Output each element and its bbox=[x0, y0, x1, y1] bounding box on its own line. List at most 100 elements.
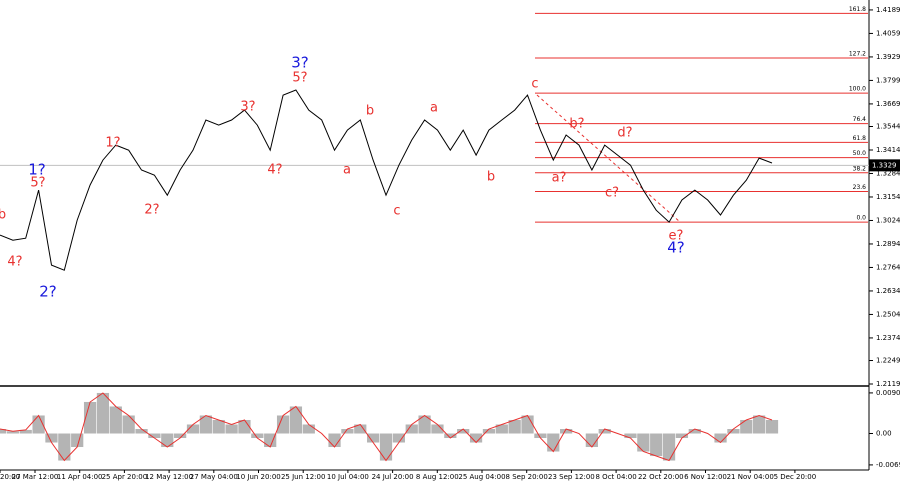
histogram-bar bbox=[495, 424, 508, 434]
wave-label: 5? bbox=[292, 71, 307, 86]
histogram-bar bbox=[212, 419, 225, 434]
x-tick-label: 5 Dec 20:00 bbox=[774, 473, 817, 481]
y-tick-label: 1.2894 bbox=[876, 240, 900, 248]
fib-label: 76.4 bbox=[853, 116, 867, 123]
histogram-bar bbox=[508, 419, 521, 434]
x-tick-label: 11 Apr 04:00 bbox=[57, 473, 103, 481]
y-tick-label: 1.3669 bbox=[876, 100, 900, 108]
y-tick-label: 1.3414 bbox=[876, 146, 900, 154]
histogram-bar bbox=[675, 433, 689, 439]
histogram-bar bbox=[714, 433, 727, 443]
wave-label: d? bbox=[617, 126, 632, 141]
y-tick-label: 1.3024 bbox=[876, 216, 900, 224]
y-tick-label: 1.4059 bbox=[876, 29, 900, 37]
histogram-bar bbox=[765, 419, 779, 434]
histogram-bar bbox=[19, 429, 32, 434]
y-tick-label: 1.3929 bbox=[876, 53, 900, 61]
histogram-bar bbox=[174, 433, 187, 439]
fib-label: 161.8 bbox=[849, 6, 866, 13]
wave-label: a bbox=[343, 163, 351, 178]
y-tick-label: 0.00901 bbox=[876, 389, 900, 397]
histogram-bar bbox=[444, 433, 457, 439]
fib-label: 0.0 bbox=[856, 215, 866, 222]
fib-label: 100.0 bbox=[849, 86, 866, 93]
wave-label: b bbox=[0, 208, 6, 223]
histogram-bar bbox=[71, 433, 84, 448]
y-tick-label: 1.2119 bbox=[876, 380, 900, 388]
x-tick-label: 25 Aug 04:00 bbox=[458, 473, 505, 481]
wave-label: 5? bbox=[30, 176, 45, 191]
x-tick-label: 21 Nov 04:00 bbox=[727, 473, 774, 481]
fib-label: 61.8 bbox=[853, 135, 867, 142]
histogram-bar bbox=[392, 433, 405, 443]
histogram-bar bbox=[457, 429, 470, 434]
y-tick-label: 1.3799 bbox=[876, 76, 900, 84]
histogram-bar bbox=[431, 424, 444, 434]
last-price-label: 1.3329 bbox=[872, 161, 897, 169]
histogram-bar bbox=[637, 433, 650, 452]
histogram-bar bbox=[688, 429, 701, 434]
histogram-bar bbox=[83, 401, 97, 434]
histogram-bar bbox=[740, 419, 753, 434]
fib-label: 50.0 bbox=[853, 150, 867, 157]
histogram-bar bbox=[276, 415, 290, 434]
histogram-bar bbox=[367, 433, 380, 443]
histogram-bar bbox=[0, 429, 7, 434]
wave-label: 4? bbox=[7, 255, 22, 270]
histogram-bar bbox=[469, 433, 483, 443]
x-tick-label: 6 Nov 12:00 bbox=[684, 473, 727, 481]
wave-label: 4? bbox=[267, 163, 282, 178]
histogram-bar bbox=[58, 433, 71, 461]
histogram-bar bbox=[238, 419, 251, 434]
x-tick-label: 8 Aug 12:00 bbox=[416, 473, 459, 481]
y-tick-label: 1.3284 bbox=[876, 169, 900, 177]
histogram-bar bbox=[547, 433, 560, 452]
histogram-bar bbox=[534, 433, 547, 439]
x-tick-label: 25 Apr 20:00 bbox=[102, 473, 148, 481]
histogram-bar bbox=[96, 392, 110, 434]
histogram-bar bbox=[598, 429, 611, 434]
wave-label: c bbox=[531, 77, 538, 92]
histogram-bar bbox=[251, 433, 264, 439]
wave-label: 2? bbox=[39, 283, 57, 301]
wave-label: e? bbox=[669, 229, 684, 244]
x-tick-label: 20:00 bbox=[0, 473, 20, 481]
histogram-bar bbox=[199, 415, 212, 434]
y-tick-label: 1.3154 bbox=[876, 193, 900, 201]
histogram-bar bbox=[624, 433, 637, 439]
y-tick-label: 1.2374 bbox=[876, 334, 900, 342]
x-tick-label: 27 May 04:00 bbox=[190, 473, 238, 481]
histogram-bar bbox=[122, 415, 135, 434]
wave-label: 3? bbox=[291, 54, 309, 72]
histogram-bar bbox=[753, 415, 766, 434]
signal-line bbox=[0, 392, 773, 462]
histogram-bar bbox=[135, 429, 148, 434]
fib-label: 127.2 bbox=[849, 51, 866, 58]
wave-label: b bbox=[487, 170, 495, 185]
x-tick-label: 23 Sep 12:00 bbox=[548, 473, 595, 481]
x-tick-label: 22 Oct 20:00 bbox=[638, 473, 684, 481]
x-tick-label: 10 Jul 04:00 bbox=[327, 473, 369, 481]
wave-label: 4? bbox=[667, 239, 685, 257]
histogram-bar bbox=[379, 433, 393, 461]
x-tick-label: 24 Jul 20:00 bbox=[372, 473, 414, 481]
fib-label: 23.6 bbox=[853, 184, 867, 191]
histogram-bar bbox=[32, 415, 45, 434]
histogram-bar bbox=[6, 431, 19, 434]
histogram-bar bbox=[148, 433, 161, 439]
y-tick-label: 1.2504 bbox=[876, 310, 900, 318]
histogram-bar bbox=[264, 433, 277, 448]
histogram-bar bbox=[225, 424, 238, 434]
wave-label: c bbox=[393, 204, 400, 219]
wave-label: 1? bbox=[105, 136, 120, 151]
x-tick-label: 10 Jun 20:00 bbox=[236, 473, 280, 481]
fib-label: 38.2 bbox=[853, 165, 867, 172]
y-tick-label: -0.00697 bbox=[876, 461, 900, 469]
wave-label: b bbox=[366, 104, 374, 119]
histogram-bar bbox=[560, 429, 573, 434]
y-tick-label: 1.2764 bbox=[876, 263, 900, 271]
histogram-bar bbox=[109, 406, 122, 434]
histogram-bar bbox=[341, 429, 354, 434]
x-tick-label: 12 May 12:00 bbox=[145, 473, 193, 481]
